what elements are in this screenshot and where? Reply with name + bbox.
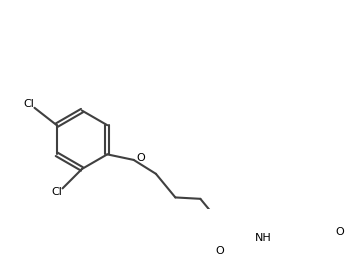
Text: O: O	[215, 246, 224, 256]
Text: Cl: Cl	[24, 99, 34, 109]
Text: NH: NH	[255, 233, 271, 243]
Text: O: O	[335, 227, 344, 237]
Text: Cl: Cl	[52, 187, 62, 197]
Text: O: O	[137, 153, 145, 163]
